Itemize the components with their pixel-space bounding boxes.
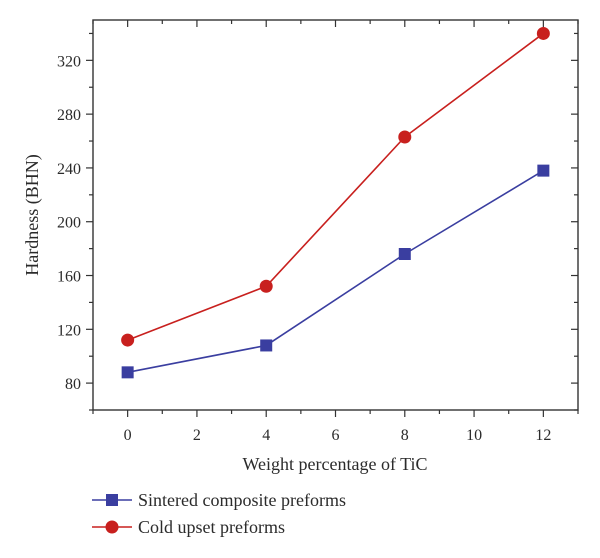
y-tick-label: 200 <box>57 215 81 232</box>
legend-label: Sintered composite preforms <box>138 490 346 510</box>
x-tick-label: 8 <box>401 427 409 444</box>
legend-item: Sintered composite preforms <box>92 490 346 510</box>
data-point <box>398 130 412 144</box>
data-point <box>121 333 135 347</box>
data-point <box>536 26 550 40</box>
data-point <box>398 248 411 260</box>
legend-marker <box>106 494 118 506</box>
x-axis-title: Weight percentage of TiC <box>242 454 427 474</box>
data-point <box>260 339 273 352</box>
y-tick-label: 160 <box>57 269 81 286</box>
y-tick-label: 240 <box>57 161 81 178</box>
x-tick-label: 12 <box>535 427 551 444</box>
y-axis-title: Hardness (BHN) <box>22 154 43 275</box>
data-point <box>259 279 273 293</box>
data-point <box>121 366 134 379</box>
y-tick-label: 280 <box>57 107 81 124</box>
series-line <box>127 169 544 374</box>
legend-label: Cold upset preforms <box>138 517 285 537</box>
y-tick-label: 320 <box>57 53 81 70</box>
series-1 <box>121 164 550 379</box>
legend-item: Cold upset preforms <box>92 517 285 537</box>
y-tick-label: 120 <box>57 322 81 339</box>
x-tick-label: 6 <box>332 427 340 444</box>
data-point <box>537 164 550 177</box>
x-tick-label: 4 <box>262 427 270 444</box>
series-layer <box>121 26 550 379</box>
x-axis-ticks: 0 2 4 6 8 10 12 <box>92 20 579 444</box>
series-line <box>127 32 544 341</box>
legend: Sintered composite preforms Cold upset pr… <box>92 490 346 537</box>
x-tick-label: 2 <box>193 427 201 444</box>
plot-area: 0 2 4 6 8 10 12 80 120 160 200 240 280 320 <box>57 19 579 444</box>
plot-frame <box>92 19 579 411</box>
x-tick-label: 0 <box>124 427 132 444</box>
series-2 <box>121 26 550 347</box>
y-tick-label: 80 <box>65 376 81 393</box>
legend-marker <box>105 520 119 534</box>
y-axis-ticks: 80 120 160 200 240 280 320 <box>57 32 578 411</box>
x-tick-label: 10 <box>466 427 482 444</box>
